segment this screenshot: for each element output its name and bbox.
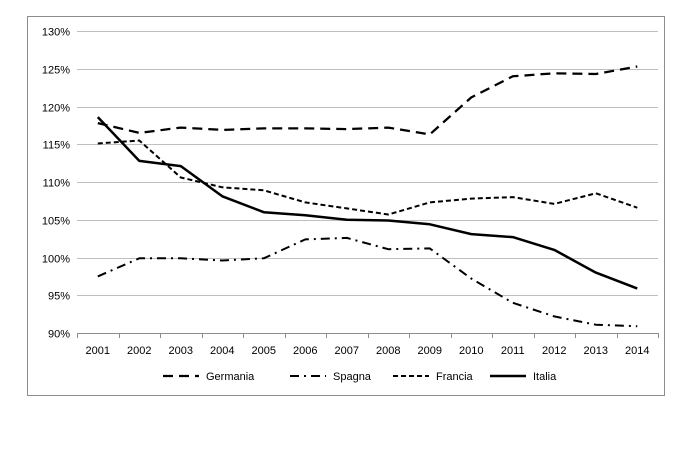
legend-label-italia: Italia [533,371,557,383]
x-tick-label: 2003 [169,345,193,357]
y-tick-label: 110% [43,178,71,190]
legend-label-germania: Germania [206,371,255,383]
legend-label-francia: Francia [436,371,474,383]
x-tick-label: 2010 [459,345,483,357]
y-tick-label: 95% [48,291,70,303]
y-tick-label: 105% [42,216,70,228]
legend-label-spagna: Spagna [333,371,372,383]
x-tick-label: 2005 [252,345,276,357]
x-tick-label: 2008 [376,345,400,357]
x-tick-label: 2012 [542,345,566,357]
x-tick-label: 2004 [210,345,234,357]
y-tick-label: 125% [42,65,70,77]
x-tick-label: 2001 [86,345,110,357]
x-tick-label: 2011 [501,345,525,357]
y-tick-label: 120% [42,103,70,115]
y-tick-label: 100% [42,254,70,266]
x-tick-label: 2002 [127,345,151,357]
y-tick-label: 90% [48,329,70,341]
chart-border [28,17,665,396]
x-tick-label: 2007 [335,345,359,357]
y-tick-label: 130% [42,27,70,39]
x-tick-label: 2013 [584,345,608,357]
x-tick-label: 2006 [293,345,317,357]
x-tick-label: 2014 [625,345,649,357]
y-tick-label: 115% [43,140,71,152]
x-tick-label: 2009 [418,345,442,357]
